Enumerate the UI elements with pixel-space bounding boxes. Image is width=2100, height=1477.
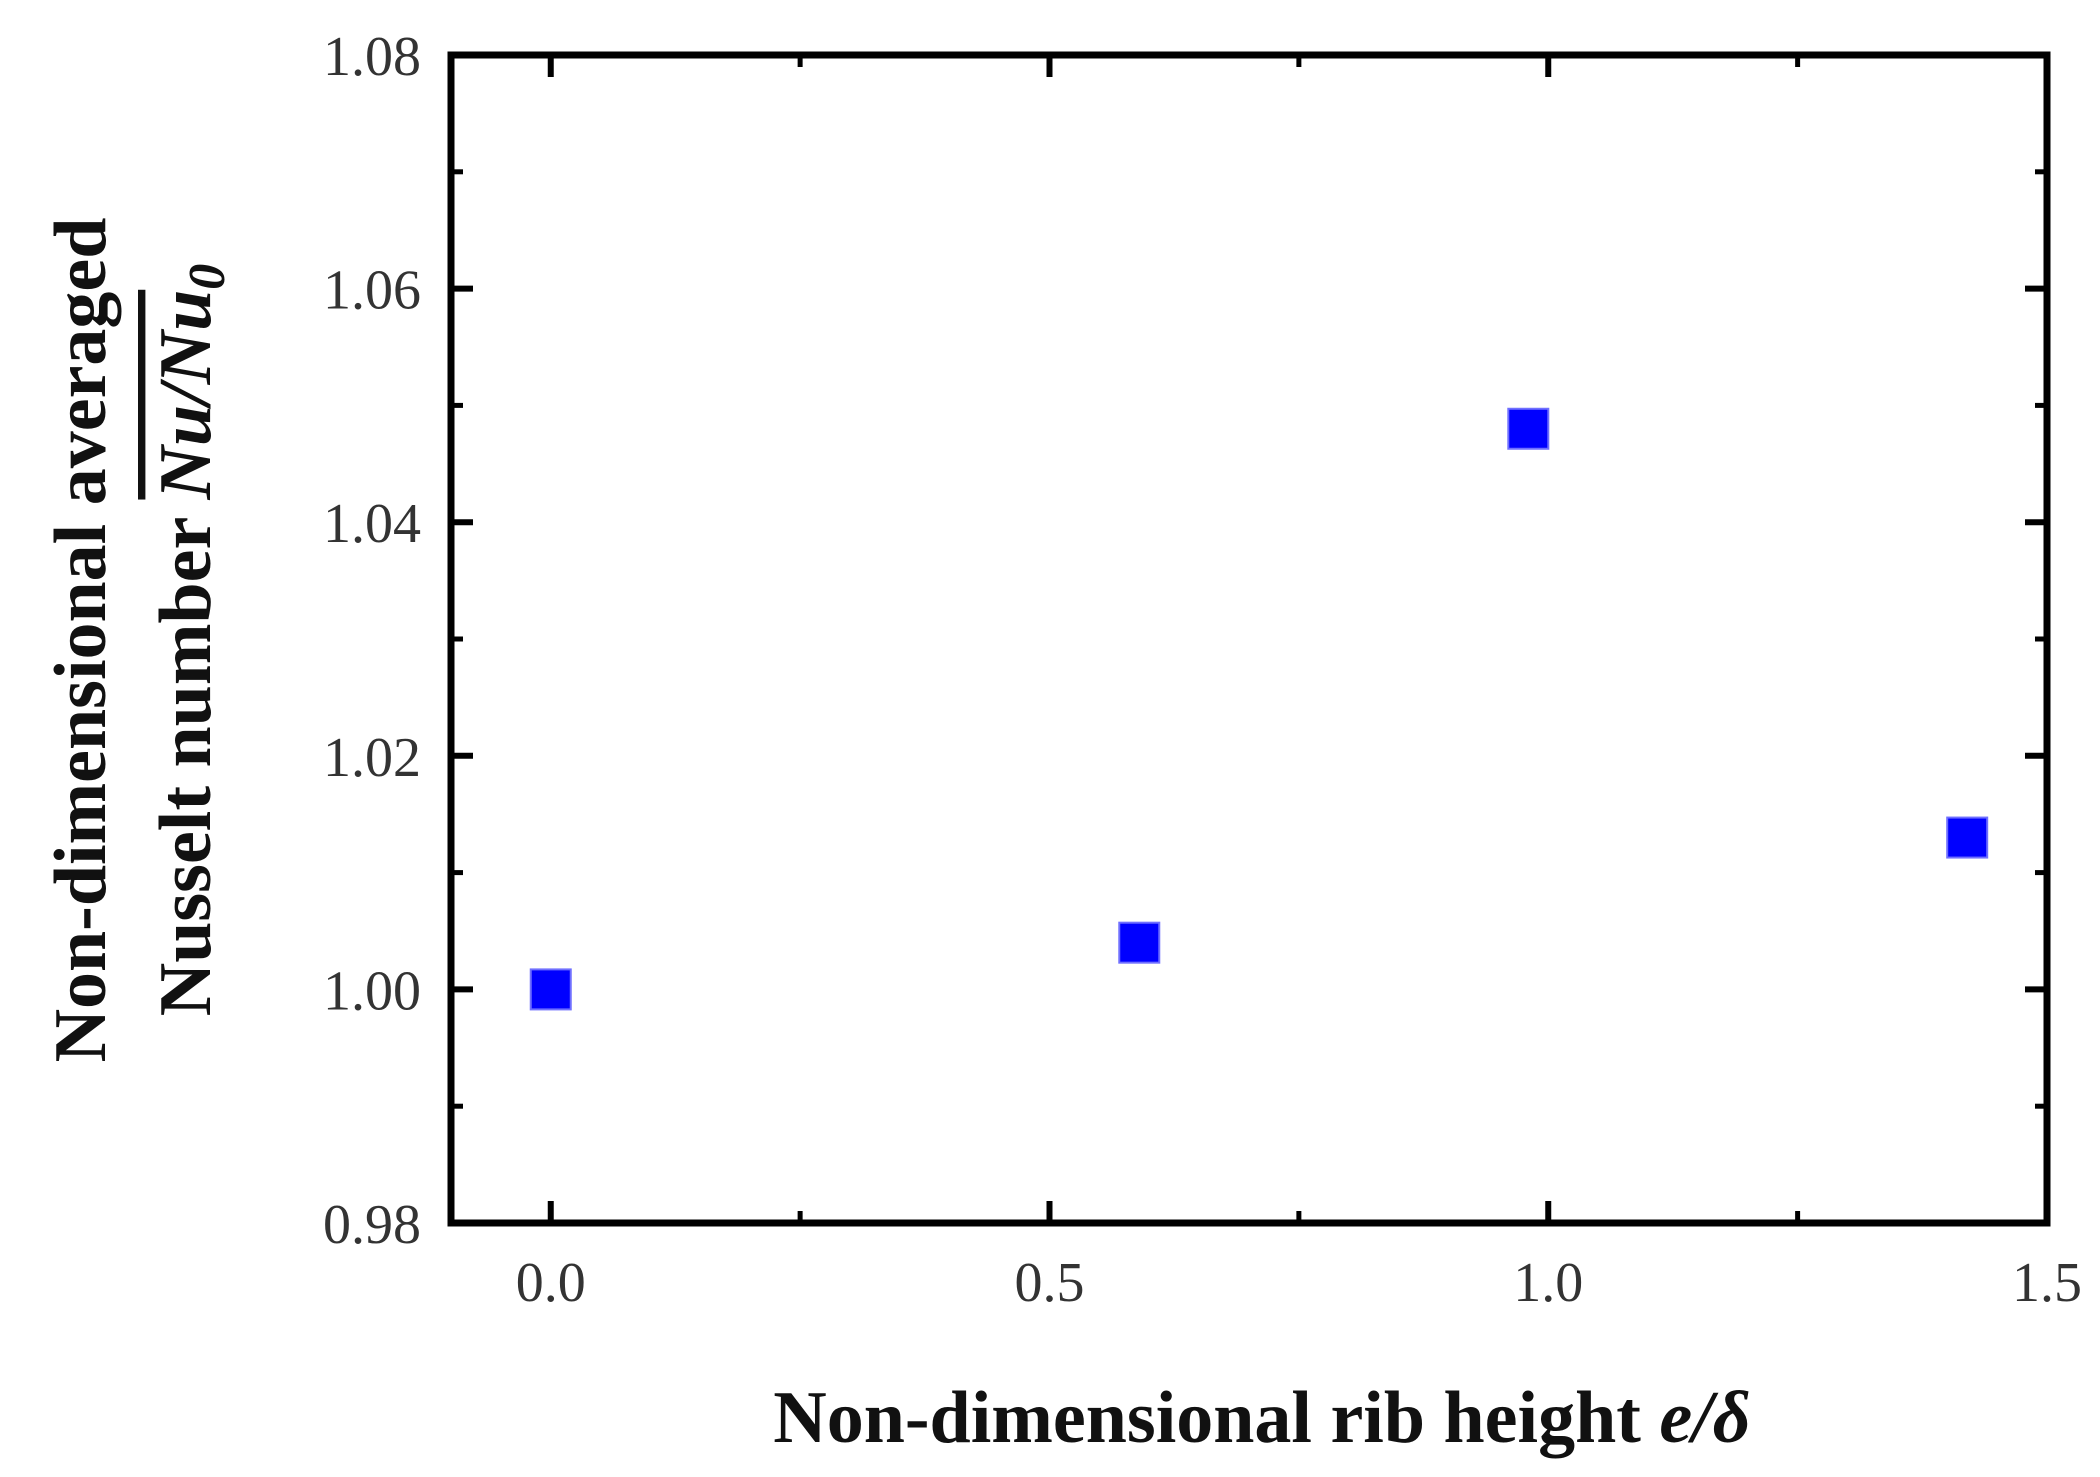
x-tick-label: 1.5	[2012, 1252, 2082, 1314]
x-tick-label: 0.5	[1015, 1252, 1085, 1314]
y-tick-label: 1.00	[323, 960, 421, 1022]
y-axis-title-line1: Non-dimensional averaged	[40, 218, 122, 1063]
data-point	[1507, 407, 1550, 450]
y-axis-title-subscript: 0	[179, 264, 236, 290]
x-axis-title-symbol: e/δ	[1659, 1377, 1750, 1459]
x-axis-title-text: Non-dimensional rib height	[773, 1377, 1659, 1459]
data-point	[529, 968, 572, 1011]
plot-frame	[447, 51, 2051, 1227]
y-tick-label: 1.02	[323, 727, 421, 789]
data-point	[1118, 921, 1161, 964]
x-tick-labels: 0.0 0.5 1.0 1.5	[516, 1252, 2082, 1314]
y-axis-ticks	[451, 169, 2047, 1109]
y-tick-label: 1.04	[323, 493, 421, 555]
x-tick-label: 1.0	[1513, 1252, 1583, 1314]
x-axis-ticks	[547, 55, 2050, 1223]
y-axis-title: Non-dimensional averaged Nusselt number …	[40, 218, 236, 1063]
y-axis-title-line2: Nusselt number Nu/Nu0	[145, 264, 236, 1016]
data-points	[529, 407, 1989, 1011]
x-axis-title: Non-dimensional rib height e/δ	[773, 1377, 1750, 1459]
y-tick-label: 1.06	[323, 260, 421, 322]
y-tick-labels: 0.98 1.00 1.02 1.04 1.06 1.08	[323, 26, 421, 1256]
y-axis-title-line2-text: Nusselt number	[145, 500, 227, 1017]
x-tick-label: 0.0	[516, 1252, 586, 1314]
y-tick-label: 1.08	[323, 26, 421, 88]
y-tick-label: 0.98	[323, 1194, 421, 1256]
y-axis-title-symbol: Nu/Nu	[145, 290, 227, 501]
data-point	[1946, 816, 1989, 859]
